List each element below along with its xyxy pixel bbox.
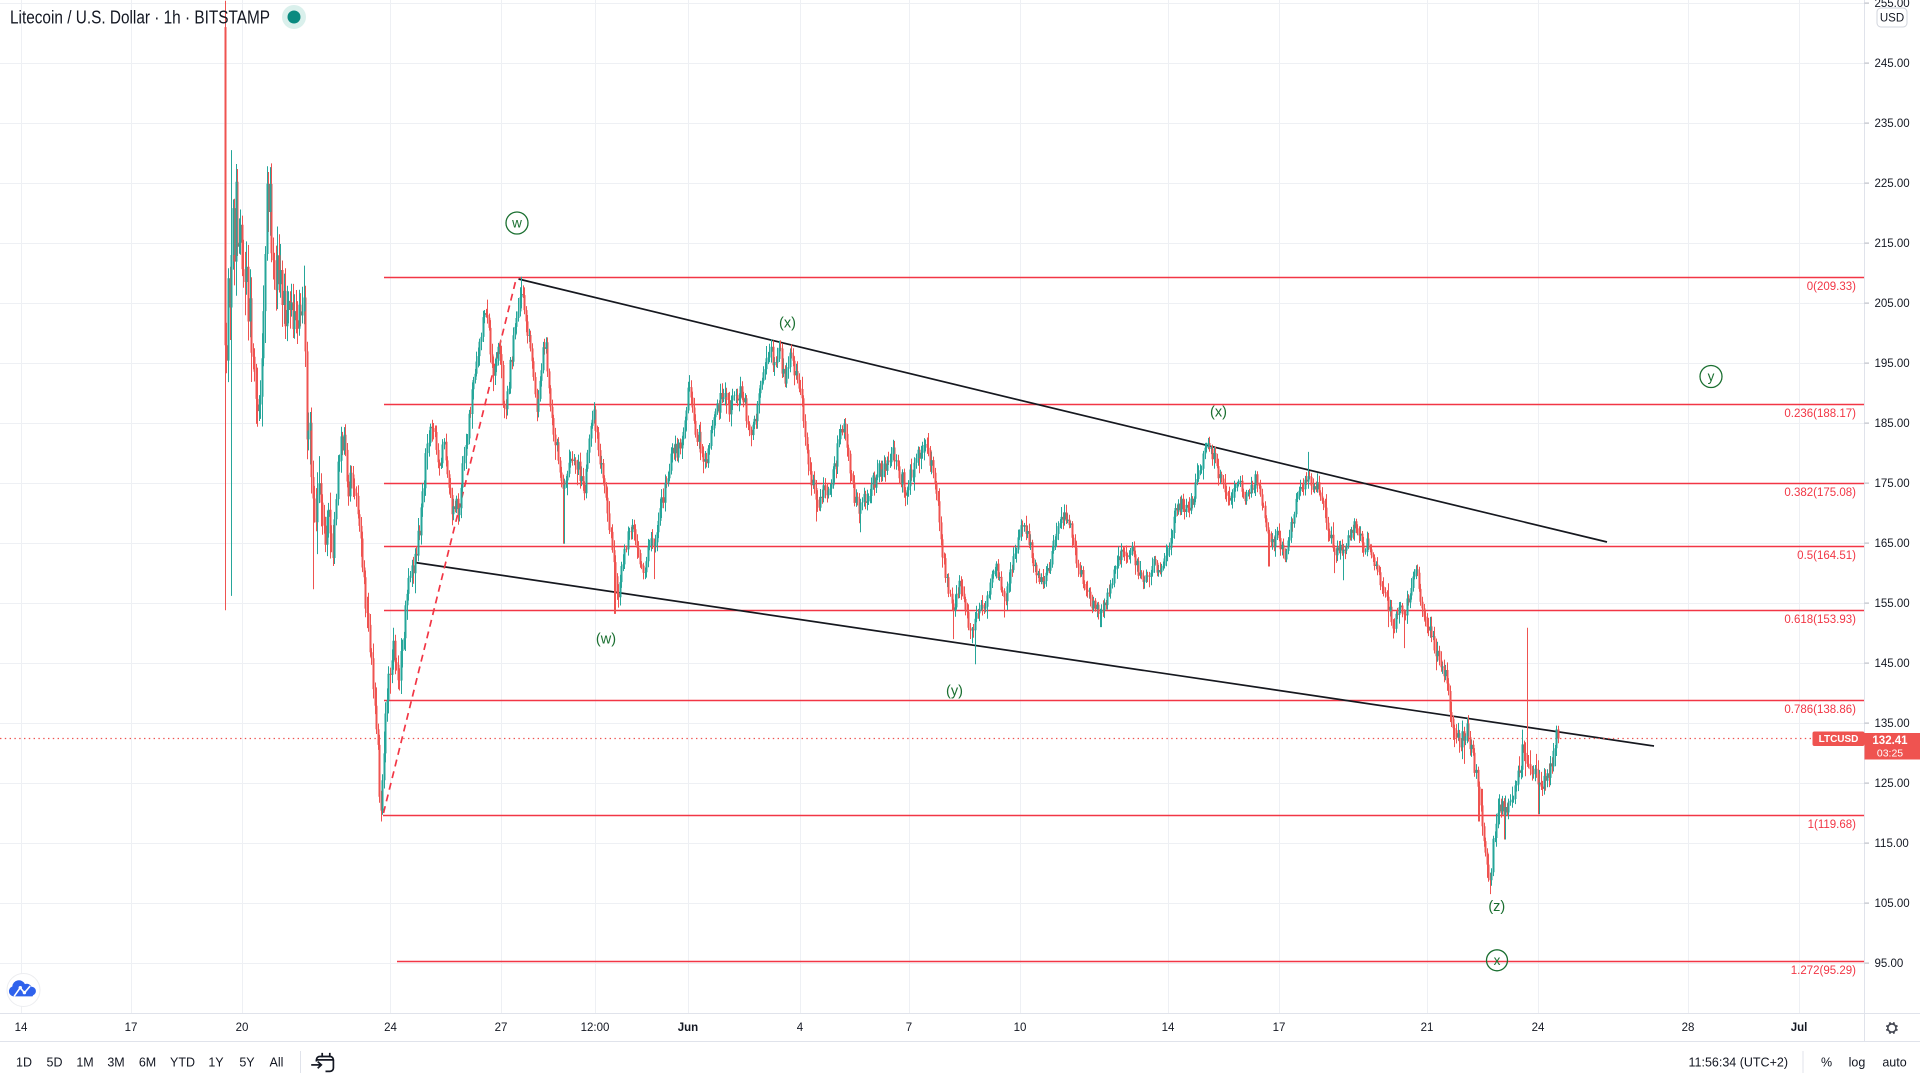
svg-text:1M: 1M	[76, 1056, 93, 1070]
svg-text:215.00: 215.00	[1875, 238, 1910, 250]
svg-text:21: 21	[1421, 1022, 1434, 1034]
svg-text:x: x	[1494, 953, 1501, 968]
svg-text:175.00: 175.00	[1875, 478, 1910, 490]
svg-text:(x): (x)	[1210, 405, 1227, 421]
svg-text:4: 4	[797, 1022, 804, 1034]
svg-text:135.00: 135.00	[1875, 718, 1910, 730]
svg-text:0(209.33): 0(209.33)	[1807, 281, 1856, 293]
svg-text:Litecoin / U.S. Dollar · 1h ·: Litecoin / U.S. Dollar · 1h · BITSTAMP	[10, 8, 270, 28]
svg-text:165.00: 165.00	[1875, 538, 1910, 550]
svg-text:225.00: 225.00	[1875, 178, 1910, 190]
svg-text:6M: 6M	[139, 1056, 156, 1070]
svg-text:7: 7	[906, 1022, 912, 1034]
svg-text:11:56:34 (UTC+2): 11:56:34 (UTC+2)	[1689, 1056, 1788, 1070]
svg-text:(w): (w)	[596, 632, 616, 648]
svg-text:1(119.68): 1(119.68)	[1808, 819, 1857, 831]
svg-text:0.382(175.08): 0.382(175.08)	[1784, 487, 1856, 499]
svg-text:105.00: 105.00	[1875, 898, 1910, 910]
svg-text:1D: 1D	[16, 1056, 32, 1070]
svg-text:28: 28	[1682, 1022, 1695, 1034]
svg-text:1.272(95.29): 1.272(95.29)	[1791, 965, 1856, 977]
svg-text:24: 24	[1532, 1022, 1545, 1034]
svg-text:1Y: 1Y	[208, 1056, 224, 1070]
svg-text:195.00: 195.00	[1875, 358, 1910, 370]
svg-text:%: %	[1821, 1056, 1832, 1070]
svg-text:auto: auto	[1882, 1056, 1906, 1070]
svg-text:14: 14	[1162, 1022, 1175, 1034]
svg-text:w: w	[511, 216, 522, 231]
svg-text:132.41: 132.41	[1872, 735, 1908, 747]
svg-text:0.5(164.51): 0.5(164.51)	[1797, 550, 1856, 562]
svg-text:y: y	[1708, 369, 1715, 384]
svg-text:All: All	[270, 1056, 284, 1070]
svg-text:20: 20	[236, 1022, 249, 1034]
svg-text:(y): (y)	[946, 683, 963, 699]
svg-text:Jun: Jun	[678, 1022, 698, 1034]
svg-text:145.00: 145.00	[1875, 658, 1910, 670]
svg-text:USD: USD	[1880, 13, 1904, 25]
svg-text:155.00: 155.00	[1875, 598, 1910, 610]
svg-text:205.00: 205.00	[1875, 298, 1910, 310]
svg-text:115.00: 115.00	[1875, 838, 1909, 850]
svg-text:125.00: 125.00	[1875, 778, 1910, 790]
svg-text:17: 17	[1273, 1022, 1286, 1034]
svg-text:245.00: 245.00	[1875, 58, 1910, 70]
svg-text:27: 27	[495, 1022, 508, 1034]
svg-text:3M: 3M	[107, 1056, 124, 1070]
svg-text:235.00: 235.00	[1875, 118, 1910, 130]
svg-text:5D: 5D	[47, 1056, 63, 1070]
svg-text:185.00: 185.00	[1875, 418, 1910, 430]
svg-text:0.618(153.93): 0.618(153.93)	[1784, 614, 1856, 626]
svg-text:12:00: 12:00	[581, 1022, 610, 1034]
svg-text:YTD: YTD	[170, 1056, 195, 1070]
svg-text:LTCUSD: LTCUSD	[1819, 734, 1859, 745]
svg-text:5Y: 5Y	[239, 1056, 255, 1070]
svg-text:0.786(138.86): 0.786(138.86)	[1784, 704, 1856, 716]
svg-text:0.236(188.17): 0.236(188.17)	[1784, 408, 1856, 420]
svg-text:10: 10	[1014, 1022, 1027, 1034]
svg-text:95.00: 95.00	[1875, 958, 1904, 970]
svg-text:24: 24	[384, 1022, 397, 1034]
svg-text:(z): (z)	[1488, 899, 1505, 915]
svg-text:255.00: 255.00	[1875, 0, 1910, 10]
svg-text:14: 14	[15, 1022, 28, 1034]
svg-text:03:25: 03:25	[1877, 748, 1903, 760]
svg-text:log: log	[1849, 1056, 1866, 1070]
svg-text:Jul: Jul	[1791, 1022, 1808, 1034]
svg-text:17: 17	[125, 1022, 138, 1034]
svg-text:(x): (x)	[779, 316, 796, 332]
